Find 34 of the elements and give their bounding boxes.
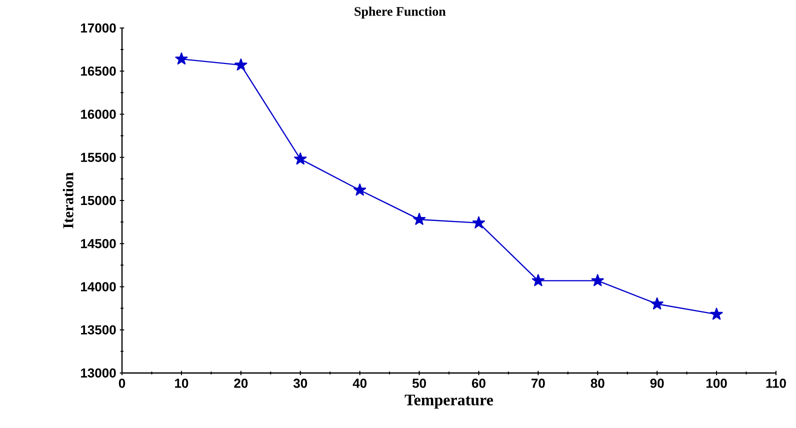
- y-tick-label: 14500: [81, 239, 116, 248]
- point: [472, 216, 486, 228]
- y-tick-label: 15500: [81, 152, 116, 162]
- x-tick-label: 60: [472, 378, 486, 388]
- y-tick-label: 15000: [81, 196, 116, 206]
- x-tick-label: 20: [234, 378, 248, 388]
- x-tick-label: 30: [293, 378, 308, 388]
- y-tick-label: 13000: [81, 368, 116, 378]
- y-tick-label: 17000: [81, 23, 116, 33]
- x-tick-label: 100: [706, 378, 727, 388]
- y-tick-label: 16500: [81, 66, 116, 76]
- y-tick-label: 14000: [81, 282, 116, 292]
- y-tick-label: 13500: [81, 325, 116, 334]
- chart-title: Sphere Function: [354, 6, 446, 18]
- point: [650, 297, 664, 310]
- x-tick-label: 40: [352, 378, 367, 388]
- x-tick-label: 50: [412, 378, 426, 388]
- y-axis-title: Iteration: [62, 172, 74, 228]
- point: [591, 274, 604, 286]
- point: [354, 184, 366, 196]
- point: [175, 52, 188, 64]
- x-axis-title: Temperature: [404, 394, 494, 409]
- point: [412, 212, 426, 225]
- y-tick-label: 16000: [81, 110, 116, 119]
- point: [234, 58, 248, 71]
- x-tick-label: 90: [650, 378, 664, 388]
- point: [532, 274, 544, 286]
- x-tick-label: 80: [590, 378, 604, 388]
- x-tick-label: 70: [532, 378, 545, 388]
- point: [710, 308, 723, 320]
- x-tick-label: 110: [766, 378, 786, 388]
- x-tick-label: 10: [175, 378, 188, 388]
- x-tick-label: 0: [118, 378, 126, 388]
- point: [294, 152, 307, 165]
